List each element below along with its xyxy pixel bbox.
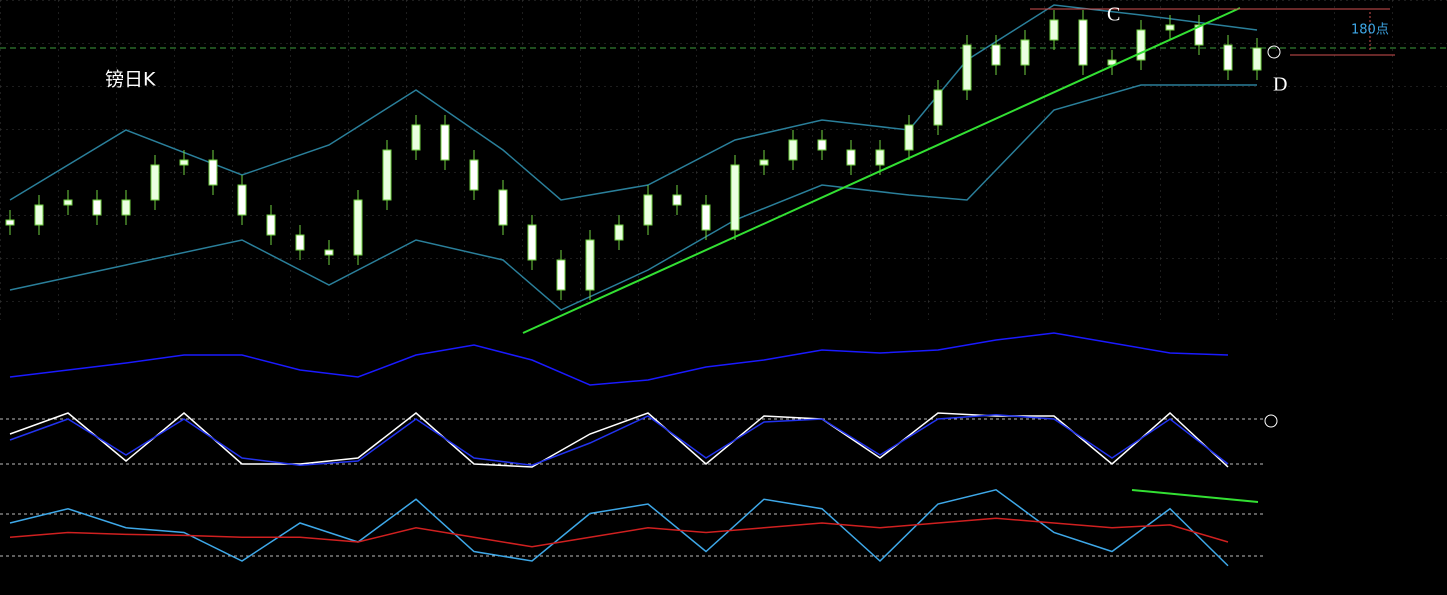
candle-body [92, 199, 102, 216]
candle-body [817, 139, 827, 151]
candle-body [1136, 29, 1146, 61]
candle-body [730, 164, 740, 231]
candle-body [295, 234, 305, 251]
candle-body [498, 189, 508, 226]
candle-body [324, 249, 334, 256]
label-c: C [1107, 4, 1120, 26]
candle-body [788, 139, 798, 161]
candle-body [440, 124, 450, 161]
candle-body [846, 149, 856, 166]
plot [5, 4, 1262, 567]
candle-body [1078, 19, 1088, 66]
title: 镑日K [105, 69, 156, 91]
candle-body [150, 164, 160, 201]
candle-body [527, 224, 537, 261]
candle-body [904, 124, 914, 151]
candle-body [701, 204, 711, 231]
candle-body [179, 159, 189, 166]
indicator-line [9, 488, 1229, 567]
marker [1267, 45, 1281, 59]
candle-body [411, 124, 421, 151]
candle-body [266, 214, 276, 236]
candle-body [991, 44, 1001, 66]
grid [0, 0, 1447, 320]
indicator-line [9, 517, 1229, 548]
candle-body [5, 219, 15, 226]
band [9, 84, 1257, 311]
candle-body [962, 44, 972, 91]
candle-body [34, 204, 44, 226]
candle-body [1049, 19, 1059, 41]
candle-body [556, 259, 566, 291]
candle-body [875, 149, 885, 166]
candle-body [382, 149, 392, 201]
candle-body [353, 199, 363, 256]
marker [1264, 414, 1278, 428]
candle-body [759, 159, 769, 166]
trend-line [522, 7, 1241, 334]
candle-body [1194, 24, 1204, 46]
indicator-line [9, 414, 1229, 466]
label-d: D [1273, 74, 1287, 96]
candle-body [1223, 44, 1233, 71]
candle-body [585, 239, 595, 291]
candle-body [1020, 39, 1030, 66]
candle-body [121, 199, 131, 216]
candle-body [643, 194, 653, 226]
candle-body [208, 159, 218, 186]
candle-body [469, 159, 479, 191]
candle-body [1165, 24, 1175, 31]
candle-body [614, 224, 624, 241]
candle-body [672, 194, 682, 206]
candle-body [63, 199, 73, 206]
candle-body [1252, 47, 1262, 71]
indicator-line [9, 332, 1229, 386]
divergence-line [1131, 489, 1259, 503]
span-label: 180点 [1351, 23, 1389, 38]
candle-body [237, 184, 247, 216]
candle-body [933, 89, 943, 126]
